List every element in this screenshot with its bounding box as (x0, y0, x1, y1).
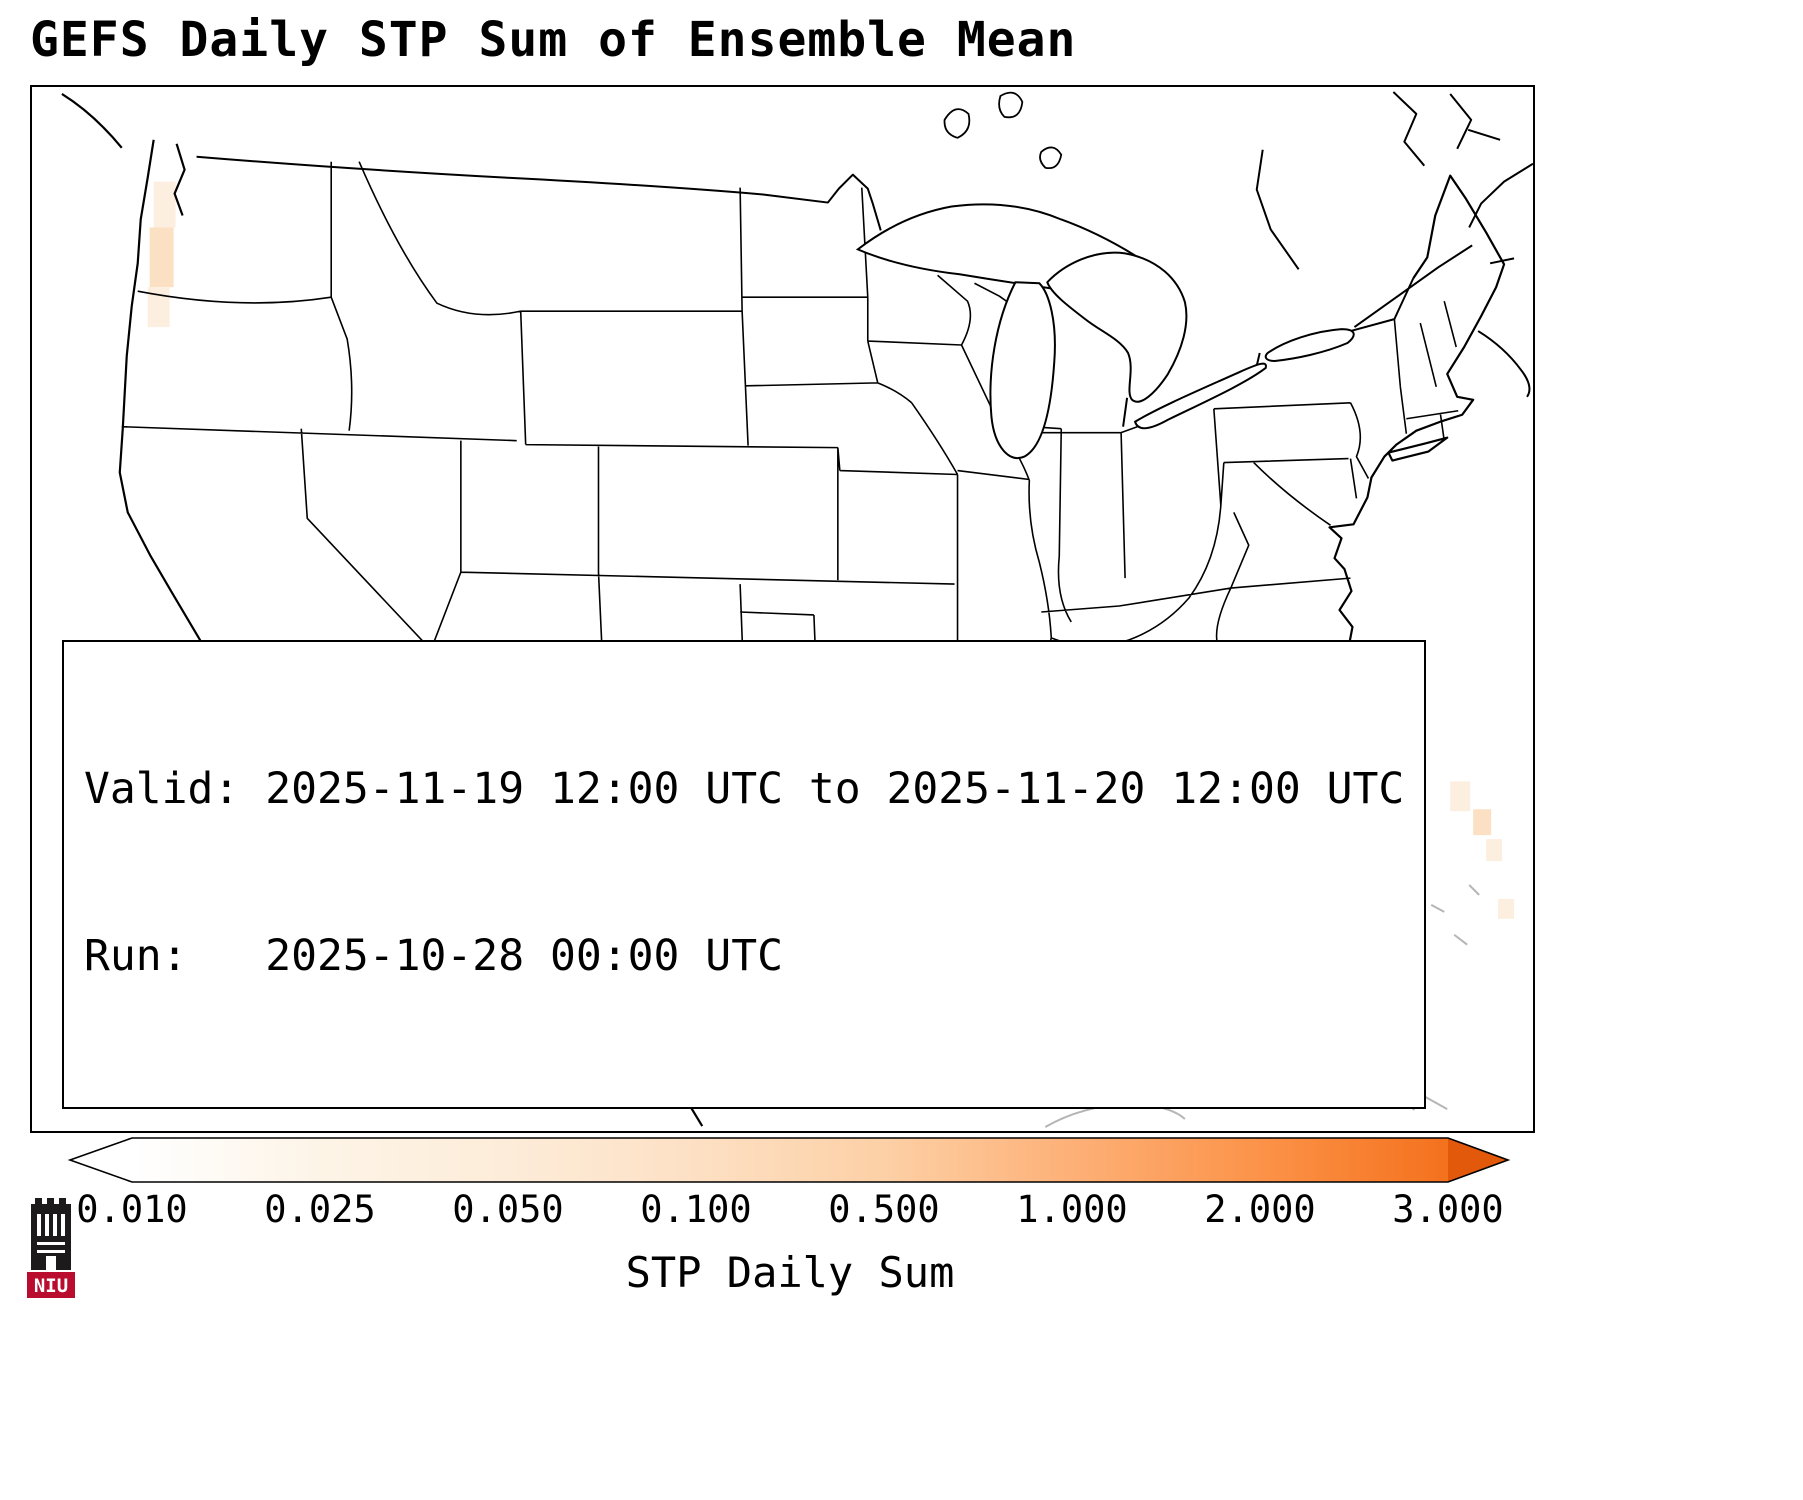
stp-shaded-cell (153, 181, 176, 228)
colorbar-tick: 2.000 (1204, 1188, 1316, 1231)
stp-shaded-cell (149, 227, 174, 288)
map-panel: Valid: 2025-11-19 12:00 UTC to 2025-11-20… (30, 85, 1535, 1133)
colorbar-tick: 1.000 (1016, 1188, 1128, 1231)
stp-shaded-cell (1498, 898, 1515, 919)
lake-huron (1046, 251, 1188, 403)
stp-shaded-cell (1473, 809, 1492, 836)
lake-ontario (1264, 328, 1355, 362)
valid-label: Valid: (84, 763, 240, 814)
valid-value: 2025-11-19 12:00 UTC to 2025-11-20 12:00… (265, 763, 1405, 814)
stp-shaded-cell (1486, 839, 1503, 862)
colorbar-gradient-bar (132, 1138, 1448, 1182)
stp-shaded-cell (147, 287, 170, 328)
great-lakes (855, 203, 1355, 460)
colorbar-tick: 3.000 (1392, 1188, 1504, 1231)
run-label: Run: (84, 931, 188, 982)
colorbar-tick: 0.050 (452, 1188, 564, 1231)
colorbar-outline (67, 1137, 1511, 1183)
page-title: GEFS Daily STP Sum of Ensemble Mean (30, 12, 1077, 68)
canadian-lakes (943, 91, 1063, 170)
colorbar-tick: 0.500 (828, 1188, 940, 1231)
colorbar (67, 1137, 1511, 1183)
niu-logo-text: NIU (34, 1275, 68, 1297)
colorbar-label: STP Daily Sum (625, 1248, 955, 1297)
colorbar-over-arrow (1448, 1138, 1508, 1182)
colorbar-tick: 0.010 (76, 1188, 188, 1231)
run-value: 2025-10-28 00:00 UTC (265, 931, 783, 982)
canada-border-and-coast (196, 91, 1533, 427)
valid-line: Valid: 2025-11-19 12:00 UTC to 2025-11-20… (84, 762, 1404, 818)
colorbar-tick: 0.025 (264, 1188, 376, 1231)
stp-shaded-cell (1450, 781, 1471, 812)
run-line: Run: 2025-10-28 00:00 UTC (84, 929, 1404, 985)
lake-erie (1133, 362, 1267, 430)
colorbar-tick: 0.100 (640, 1188, 752, 1231)
lake-michigan (989, 281, 1056, 460)
colorbar-under-arrow (70, 1138, 132, 1182)
colorbar-ticks: 0.010 0.025 0.050 0.100 0.500 1.000 2.000 3.000 (0, 1188, 1803, 1238)
valid-run-info-box: Valid: 2025-11-19 12:00 UTC to 2025-11-20… (62, 639, 1427, 1109)
niu-logo: NIU (27, 1198, 75, 1298)
